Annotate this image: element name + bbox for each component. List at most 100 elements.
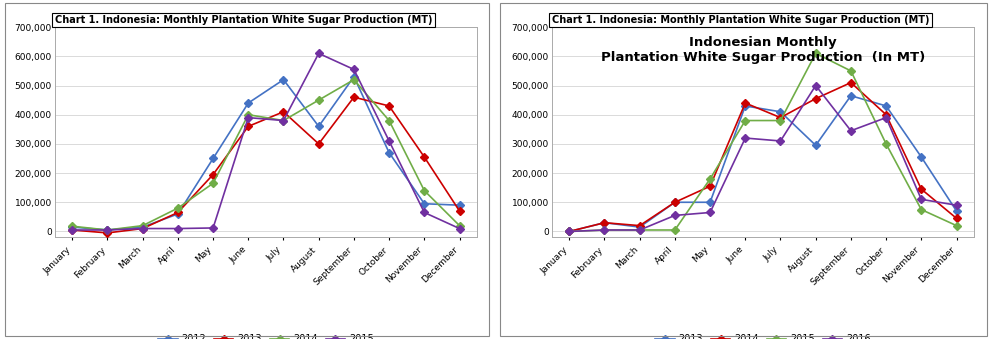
2012 — [67, 225, 79, 229]
2016 — [598, 228, 610, 232]
Line: 2016: 2016 — [567, 83, 959, 234]
2015 — [101, 228, 113, 232]
2012 — [348, 75, 360, 79]
2012 — [313, 124, 325, 128]
2013 — [810, 143, 822, 147]
2014 — [704, 184, 716, 188]
Text: Chart 1. Indonesia: Monthly Plantation White Sugar Production (MT): Chart 1. Indonesia: Monthly Plantation W… — [55, 15, 432, 25]
2013 — [101, 231, 113, 235]
2013 — [740, 104, 751, 108]
2014 — [348, 78, 360, 82]
2015 — [243, 116, 254, 120]
2014 — [740, 101, 751, 105]
Text: Indonesian Monthly
Plantation White Sugar Production  (In MT): Indonesian Monthly Plantation White Suga… — [600, 36, 925, 63]
2016 — [950, 203, 962, 207]
2015 — [950, 224, 962, 228]
2014 — [598, 221, 610, 225]
2015 — [634, 228, 646, 232]
2015 — [453, 226, 465, 231]
2015 — [137, 226, 149, 231]
2013 — [277, 110, 289, 114]
2015 — [810, 51, 822, 55]
2014 — [950, 216, 962, 220]
2015 — [915, 207, 927, 212]
2014 — [101, 228, 113, 232]
2016 — [634, 228, 646, 232]
2012 — [453, 203, 465, 207]
2014 — [277, 119, 289, 123]
2015 — [564, 230, 576, 234]
2015 — [383, 139, 395, 143]
Line: 2014: 2014 — [567, 80, 959, 234]
2015 — [740, 119, 751, 123]
2015 — [313, 51, 325, 55]
2015 — [598, 228, 610, 232]
2016 — [810, 83, 822, 87]
2013 — [598, 221, 610, 225]
2012 — [137, 225, 149, 229]
2014 — [172, 206, 184, 210]
2012 — [243, 101, 254, 105]
2014 — [418, 188, 430, 193]
2014 — [137, 224, 149, 228]
2016 — [669, 213, 681, 217]
2016 — [915, 197, 927, 201]
Line: 2015: 2015 — [567, 51, 959, 234]
2013 — [67, 228, 79, 232]
2013 — [845, 94, 857, 98]
2013 — [453, 209, 465, 213]
2014 — [453, 224, 465, 228]
2015 — [172, 226, 184, 231]
2012 — [172, 212, 184, 216]
2012 — [101, 228, 113, 232]
2016 — [740, 136, 751, 140]
2012 — [207, 156, 219, 160]
2013 — [564, 230, 576, 234]
2015 — [67, 228, 79, 232]
2013 — [137, 226, 149, 231]
2012 — [418, 202, 430, 206]
2013 — [880, 104, 892, 108]
Line: 2015: 2015 — [70, 51, 462, 233]
2016 — [880, 116, 892, 120]
2013 — [348, 95, 360, 99]
2013 — [172, 211, 184, 215]
2014 — [207, 181, 219, 185]
2014 — [634, 224, 646, 228]
2015 — [880, 142, 892, 146]
2016 — [774, 139, 786, 143]
2013 — [243, 124, 254, 128]
2016 — [564, 230, 576, 234]
2016 — [704, 211, 716, 215]
2013 — [383, 104, 395, 108]
2013 — [207, 173, 219, 177]
Line: 2013: 2013 — [70, 94, 462, 236]
2015 — [704, 177, 716, 181]
Legend: 2013, 2014, 2015, 2016: 2013, 2014, 2015, 2016 — [651, 330, 875, 339]
2014 — [845, 81, 857, 85]
2013 — [950, 209, 962, 213]
2014 — [880, 113, 892, 117]
2015 — [669, 228, 681, 232]
2015 — [418, 211, 430, 215]
2013 — [313, 142, 325, 146]
2014 — [67, 224, 79, 228]
2015 — [277, 119, 289, 123]
2012 — [277, 78, 289, 82]
2013 — [704, 200, 716, 204]
Line: 2013: 2013 — [567, 93, 959, 234]
2014 — [915, 187, 927, 191]
2014 — [810, 97, 822, 101]
2014 — [383, 119, 395, 123]
2013 — [915, 155, 927, 159]
2014 — [774, 116, 786, 120]
2014 — [243, 113, 254, 117]
2013 — [418, 155, 430, 159]
Legend: 2012, 2013, 2014, 2015: 2012, 2013, 2014, 2015 — [154, 330, 378, 339]
2015 — [207, 226, 219, 230]
2013 — [634, 225, 646, 229]
2015 — [348, 67, 360, 72]
2015 — [845, 69, 857, 73]
Text: Chart 1. Indonesia: Monthly Plantation White Sugar Production (MT): Chart 1. Indonesia: Monthly Plantation W… — [552, 15, 929, 25]
2015 — [774, 119, 786, 123]
